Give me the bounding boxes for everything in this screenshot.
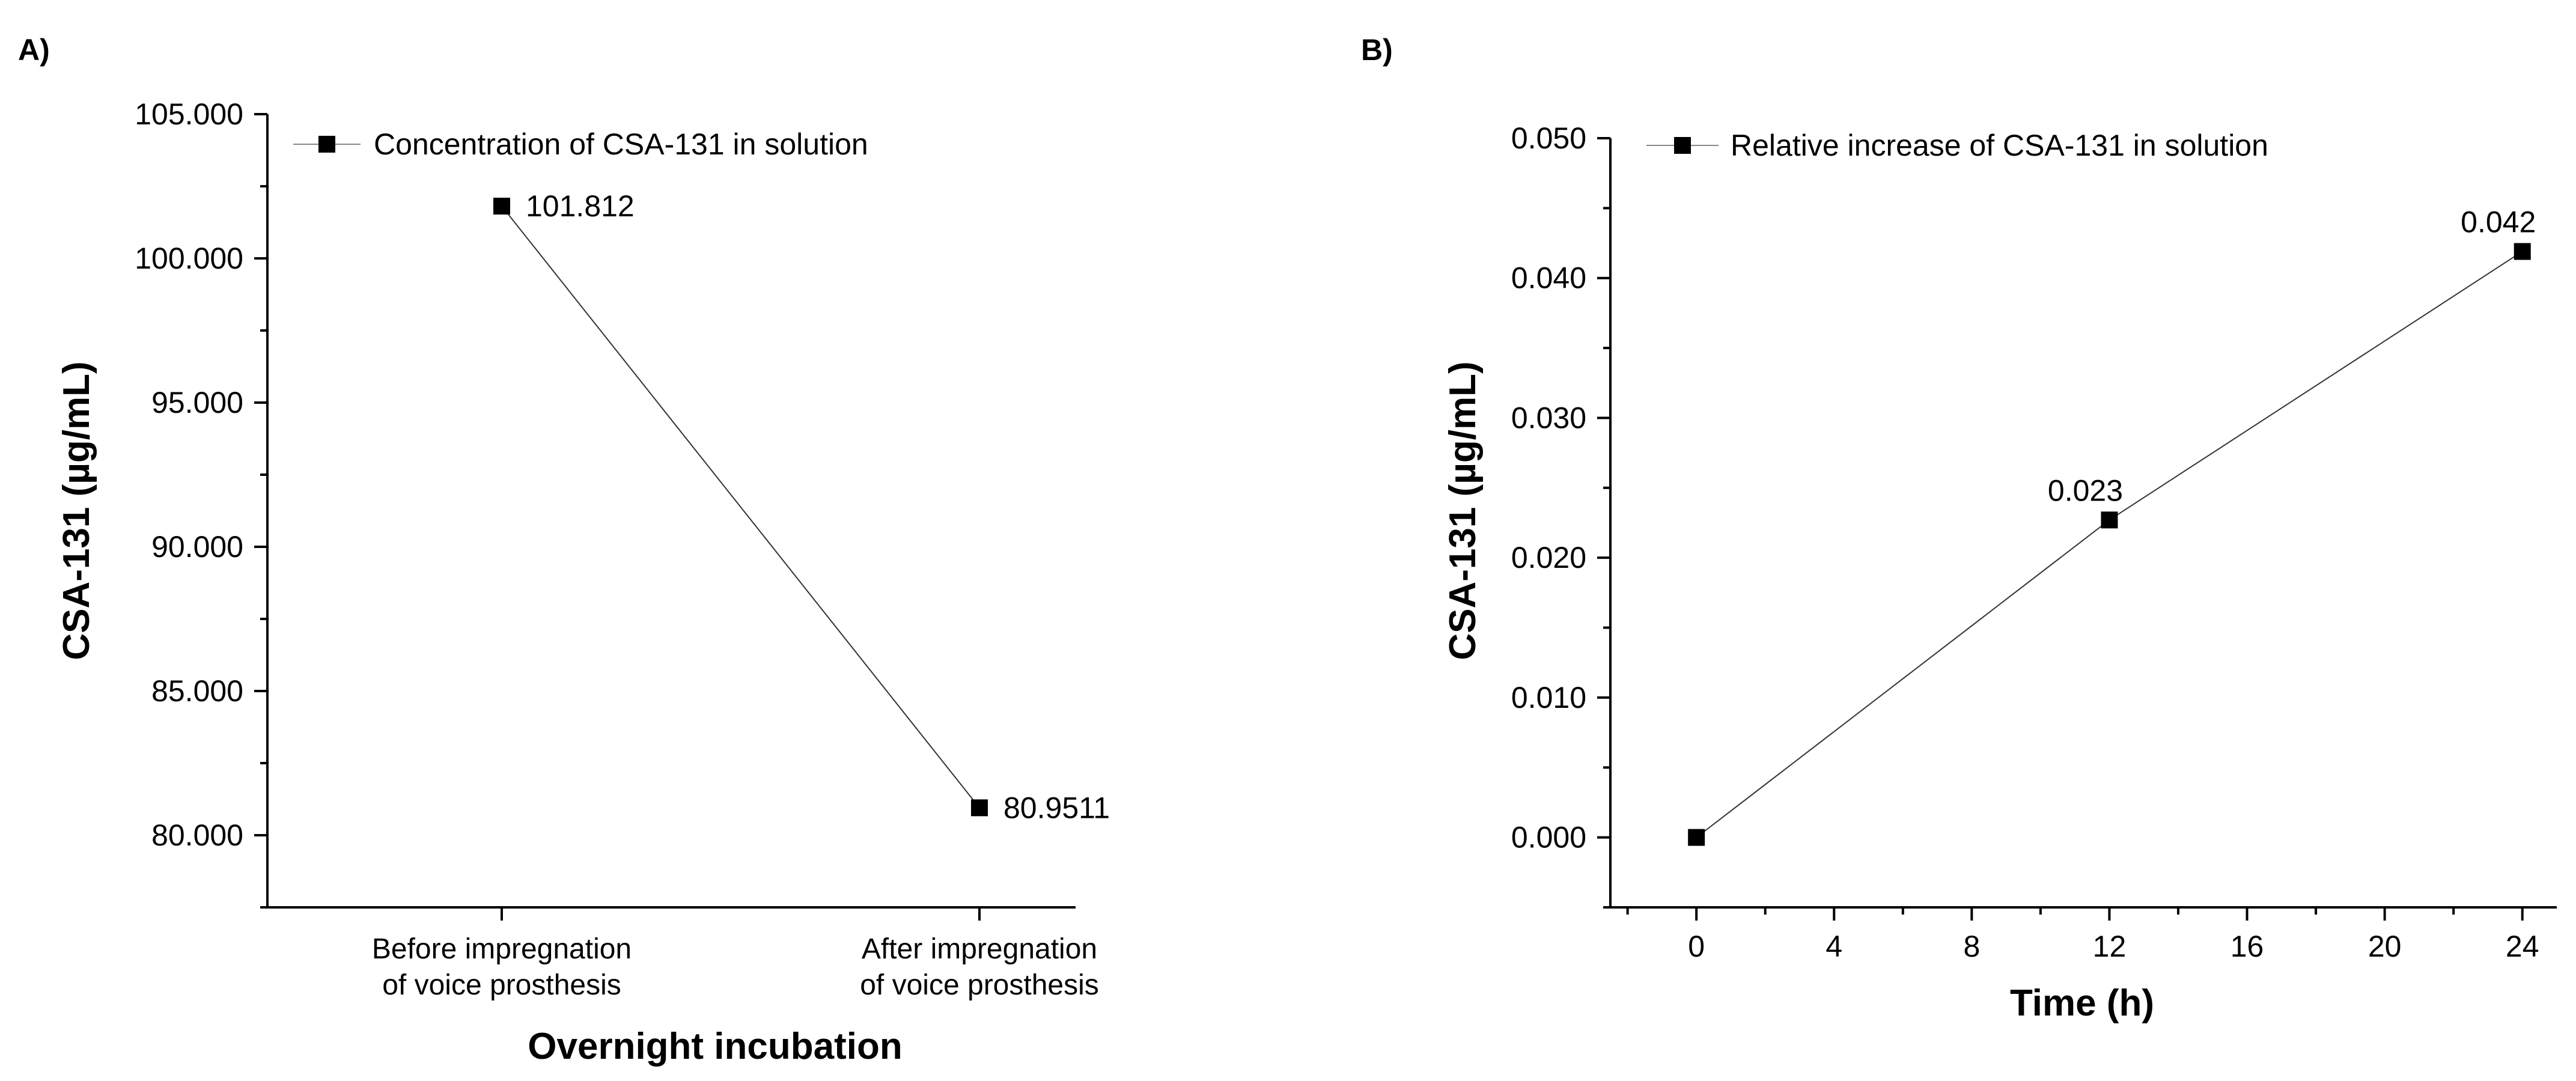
y-tick-label: 85.000	[151, 674, 243, 708]
x-tick-label: 8	[1963, 930, 1980, 963]
y-tick-label: 0.050	[1511, 121, 1586, 155]
legend-marker	[318, 136, 335, 153]
data-label: 0.042	[2461, 206, 2536, 239]
series-line	[501, 206, 980, 808]
chart-panel-b: B) 0.000 0.010 0.020 0.030 0.040 0.050 0 4 8 12 16 2…	[1361, 33, 2557, 1024]
x-tick-label: 20	[2368, 930, 2402, 963]
x-tick-label: 0	[1688, 930, 1705, 963]
chart-panel-a: A) 80.000 85.000 90.000 95.000 100.000 105.000…	[18, 33, 1110, 1067]
x-axis-title: Overnight incubation	[528, 1026, 902, 1067]
data-point	[2514, 243, 2531, 260]
x-category-label: of voice prosthesis	[382, 969, 621, 1001]
x-tick-label: 16	[2230, 930, 2264, 963]
legend-marker	[1674, 137, 1691, 154]
data-point	[1688, 829, 1705, 846]
x-tick-label: 24	[2506, 930, 2539, 963]
y-tick-label: 0.000	[1511, 821, 1586, 854]
x-category-label: Before impregnation	[372, 933, 632, 965]
data-label: 80.9511	[1003, 791, 1110, 824]
y-tick-label: 80.000	[151, 818, 243, 852]
y-tick-label: 0.040	[1511, 261, 1586, 295]
x-tick-label: 12	[2093, 930, 2127, 963]
y-tick-label: 90.000	[151, 530, 243, 564]
series-line	[1696, 251, 2523, 838]
y-axis-title: CSA-131 (µg/mL)	[1442, 361, 1484, 660]
panel-label-b: B)	[1361, 33, 1393, 67]
y-tick-label: 105.000	[135, 97, 243, 131]
data-point	[493, 198, 510, 215]
data-label: 0.023	[2048, 474, 2123, 507]
y-tick-label: 0.010	[1511, 681, 1586, 714]
y-axis-title: CSA-131 (µg/mL)	[56, 361, 97, 660]
data-point	[2101, 511, 2118, 529]
data-label: 101.812	[526, 189, 635, 223]
y-tick-label: 0.020	[1511, 541, 1586, 574]
x-category-label: After impregnation	[862, 933, 1097, 965]
x-tick-label: 4	[1825, 930, 1842, 963]
legend-label: Relative increase of CSA-131 in solution	[1731, 129, 2268, 162]
legend-label: Concentration of CSA-131 in solution	[374, 127, 868, 161]
x-category-label: of voice prosthesis	[860, 969, 1099, 1001]
panel-label-a: A)	[18, 33, 50, 67]
y-tick-label: 95.000	[151, 386, 243, 419]
y-tick-label: 100.000	[135, 242, 243, 275]
y-tick-label: 0.030	[1511, 401, 1586, 434]
data-point	[971, 799, 988, 817]
x-axis-title: Time (h)	[2010, 982, 2154, 1024]
